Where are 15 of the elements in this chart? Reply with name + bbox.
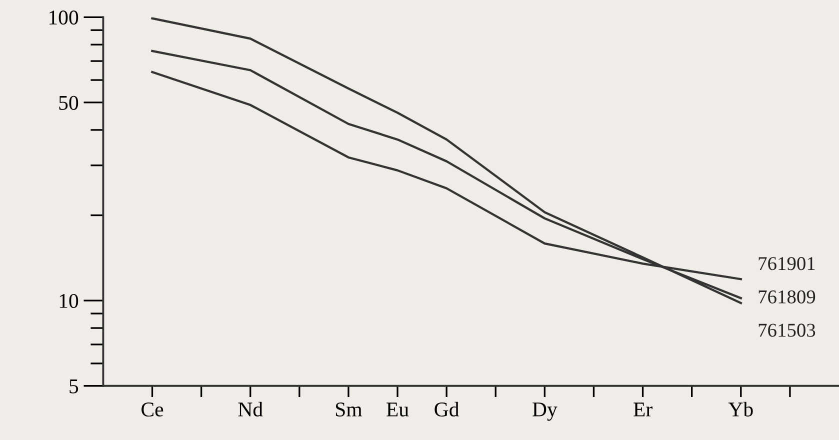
y-tick-label: 50	[59, 96, 78, 110]
x-tick-label: Er	[634, 402, 652, 416]
x-tick-label: Sm	[336, 402, 362, 417]
y-tick-label: 10	[60, 294, 78, 308]
series-label: 761503	[758, 324, 816, 337]
x-tick-label: Gd	[434, 402, 460, 417]
x-tick-label: Ce	[142, 402, 164, 417]
x-tick-label: Nd	[238, 402, 263, 417]
x-tick-label: Eu	[386, 402, 409, 417]
y-tick-label: 5	[70, 379, 78, 394]
series-label: 761901	[758, 257, 815, 270]
x-tick-label: Dy	[532, 402, 558, 421]
x-tick-label: Yb	[728, 402, 753, 417]
y-tick-label: 100	[49, 10, 78, 25]
series-label: 761809	[758, 290, 816, 304]
